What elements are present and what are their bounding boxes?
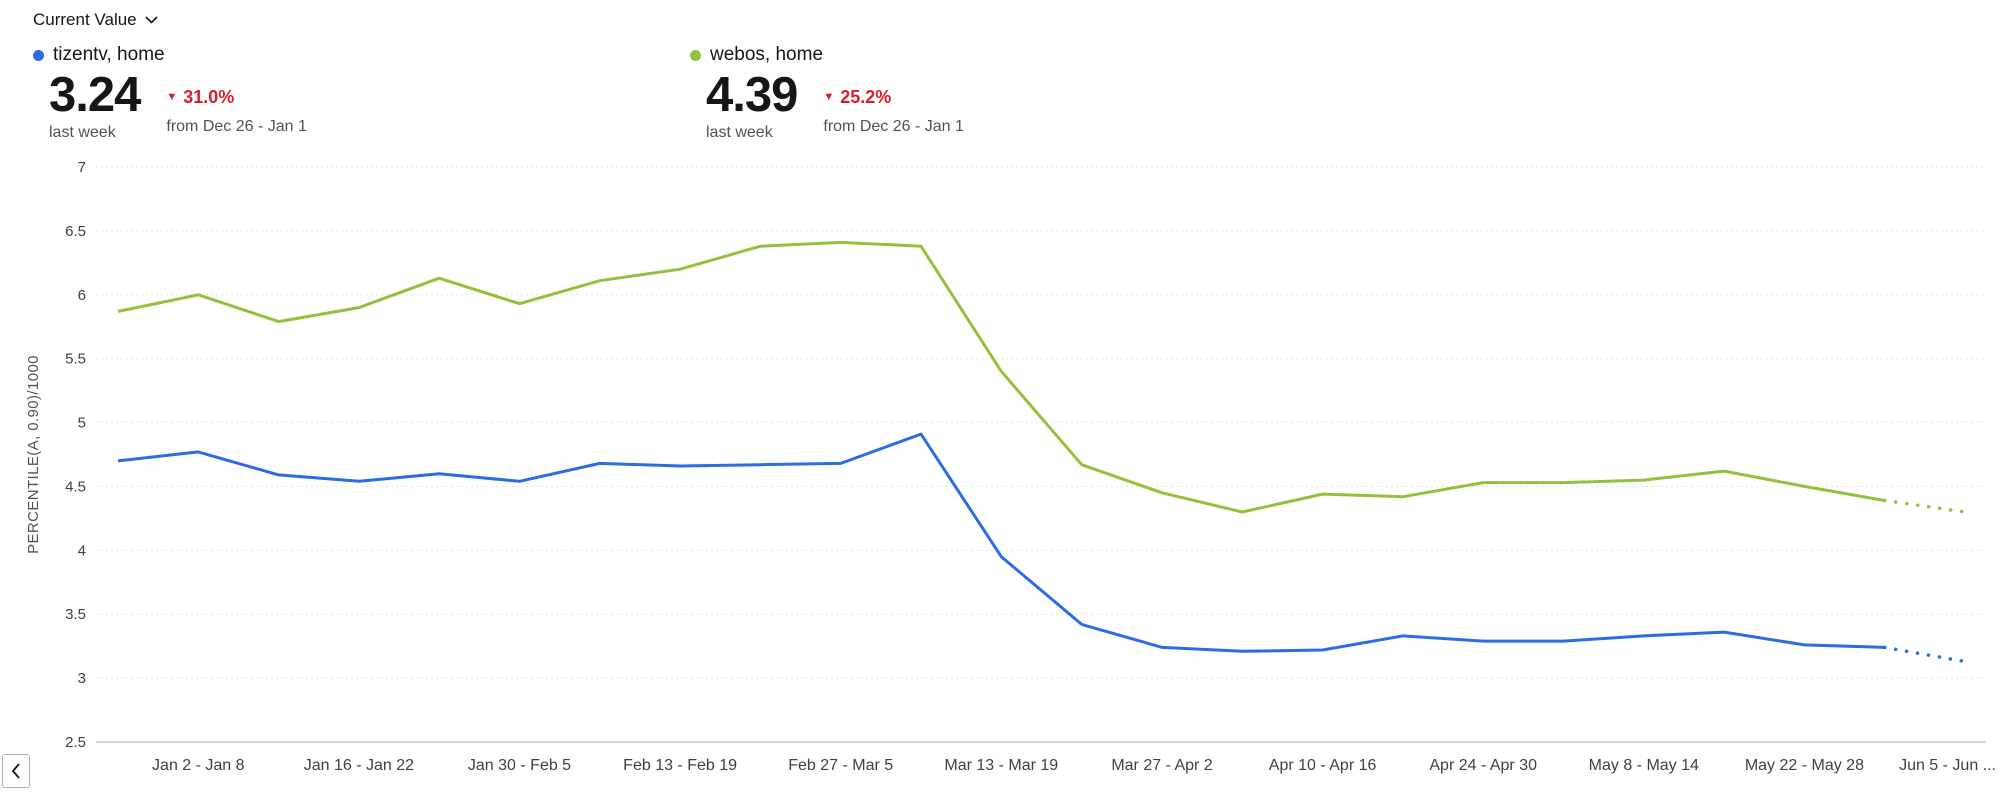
legend-item: webos, home [690, 44, 964, 66]
change-percent: 31.0% [183, 87, 235, 107]
y-tick-label: 4 [78, 542, 86, 559]
chevron-down-icon [145, 16, 158, 24]
y-tick-label: 5 [78, 415, 86, 432]
metric-value: 3.24 [49, 68, 141, 122]
x-tick-label: Feb 27 - Mar 5 [788, 757, 893, 774]
metric-selector-label: Current Value [33, 10, 137, 29]
chart-header: Current Value tizentv, home 3.24 last we… [0, 0, 1999, 160]
decrease-arrow-icon: ▼ [823, 91, 835, 103]
metric-period: last week [49, 124, 116, 142]
y-tick-label: 3 [78, 670, 86, 687]
x-tick-label: Jun 5 - Jun ... [1899, 757, 1996, 774]
change-percent: 25.2% [840, 87, 892, 107]
metric-card-tizentv: tizentv, home 3.24 last week ▼ 31.0% fro… [33, 44, 307, 142]
series-name: tizentv, home [53, 44, 165, 65]
decrease-arrow-icon: ▼ [166, 91, 178, 103]
x-tick-label: Apr 10 - Apr 16 [1269, 757, 1377, 774]
series-line-webos[interactable] [117, 240, 1885, 514]
y-tick-label: 7 [78, 159, 86, 176]
x-tick-label: May 8 - May 14 [1589, 757, 1699, 774]
x-tick-label: Apr 24 - Apr 30 [1429, 757, 1537, 774]
legend-dot [33, 49, 44, 61]
x-tick-label: Jan 2 - Jan 8 [152, 757, 245, 774]
chevron-left-icon [11, 763, 20, 779]
x-tick-label: Mar 27 - Apr 2 [1111, 757, 1212, 774]
x-tick-label: Jan 30 - Feb 5 [468, 757, 571, 774]
x-tick-label: Mar 13 - Mar 19 [944, 757, 1058, 774]
series-line-tizentv[interactable] [117, 432, 1885, 653]
comparison-range: from Dec 26 - Jan 1 [823, 118, 964, 135]
metric-selector-dropdown[interactable]: Current Value [33, 10, 158, 30]
y-tick-label: 2.5 [65, 734, 86, 751]
scroll-left-button[interactable] [2, 754, 30, 788]
change-indicator: ▼ 31.0% [166, 87, 307, 108]
legend-dot [690, 49, 701, 61]
series-line-tizentv-forecast [1882, 645, 1967, 664]
metric-period: last week [706, 124, 773, 142]
legend-item: tizentv, home [33, 44, 307, 66]
y-tick-label: 6.5 [65, 223, 86, 240]
y-tick-label: 3.5 [65, 606, 86, 623]
y-tick-label: 4.5 [65, 478, 86, 495]
y-tick-label: 5.5 [65, 351, 86, 368]
x-tick-label: Jan 16 - Jan 22 [304, 757, 414, 774]
change-indicator: ▼ 25.2% [823, 87, 964, 108]
series-line-webos-forecast [1882, 498, 1967, 514]
x-tick-label: Feb 13 - Feb 19 [623, 757, 737, 774]
x-tick-label: May 22 - May 28 [1745, 757, 1864, 774]
series-name: webos, home [710, 44, 824, 65]
y-axis-title: PERCENTILE(A, 0.90)/1000 [25, 355, 42, 554]
comparison-range: from Dec 26 - Jan 1 [166, 118, 307, 135]
y-tick-label: 6 [78, 287, 86, 304]
metric-value: 4.39 [706, 68, 798, 122]
metric-card-webos: webos, home 4.39 last week ▼ 25.2% from … [690, 44, 964, 142]
